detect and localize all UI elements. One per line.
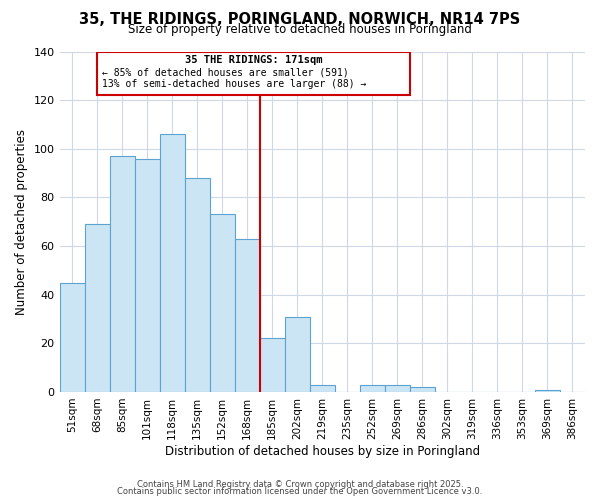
Bar <box>410 387 435 392</box>
Bar <box>209 214 235 392</box>
Bar <box>385 384 410 392</box>
Text: Contains HM Land Registry data © Crown copyright and database right 2025.: Contains HM Land Registry data © Crown c… <box>137 480 463 489</box>
Bar <box>134 158 160 392</box>
Bar <box>235 239 260 392</box>
Bar <box>59 282 85 392</box>
Text: 13% of semi-detached houses are larger (88) →: 13% of semi-detached houses are larger (… <box>102 80 367 90</box>
Bar <box>360 384 385 392</box>
Text: 35 THE RIDINGS: 171sqm: 35 THE RIDINGS: 171sqm <box>185 55 322 65</box>
Bar <box>285 316 310 392</box>
Bar <box>185 178 209 392</box>
Y-axis label: Number of detached properties: Number of detached properties <box>15 128 28 314</box>
X-axis label: Distribution of detached houses by size in Poringland: Distribution of detached houses by size … <box>165 444 480 458</box>
Text: Contains public sector information licensed under the Open Government Licence v3: Contains public sector information licen… <box>118 487 482 496</box>
Bar <box>260 338 285 392</box>
Bar <box>535 390 560 392</box>
Text: Size of property relative to detached houses in Poringland: Size of property relative to detached ho… <box>128 24 472 36</box>
Bar <box>110 156 134 392</box>
Text: ← 85% of detached houses are smaller (591): ← 85% of detached houses are smaller (59… <box>102 68 349 78</box>
Bar <box>97 52 410 96</box>
Bar <box>160 134 185 392</box>
Bar <box>85 224 110 392</box>
Bar <box>310 384 335 392</box>
Text: 35, THE RIDINGS, PORINGLAND, NORWICH, NR14 7PS: 35, THE RIDINGS, PORINGLAND, NORWICH, NR… <box>79 12 521 28</box>
